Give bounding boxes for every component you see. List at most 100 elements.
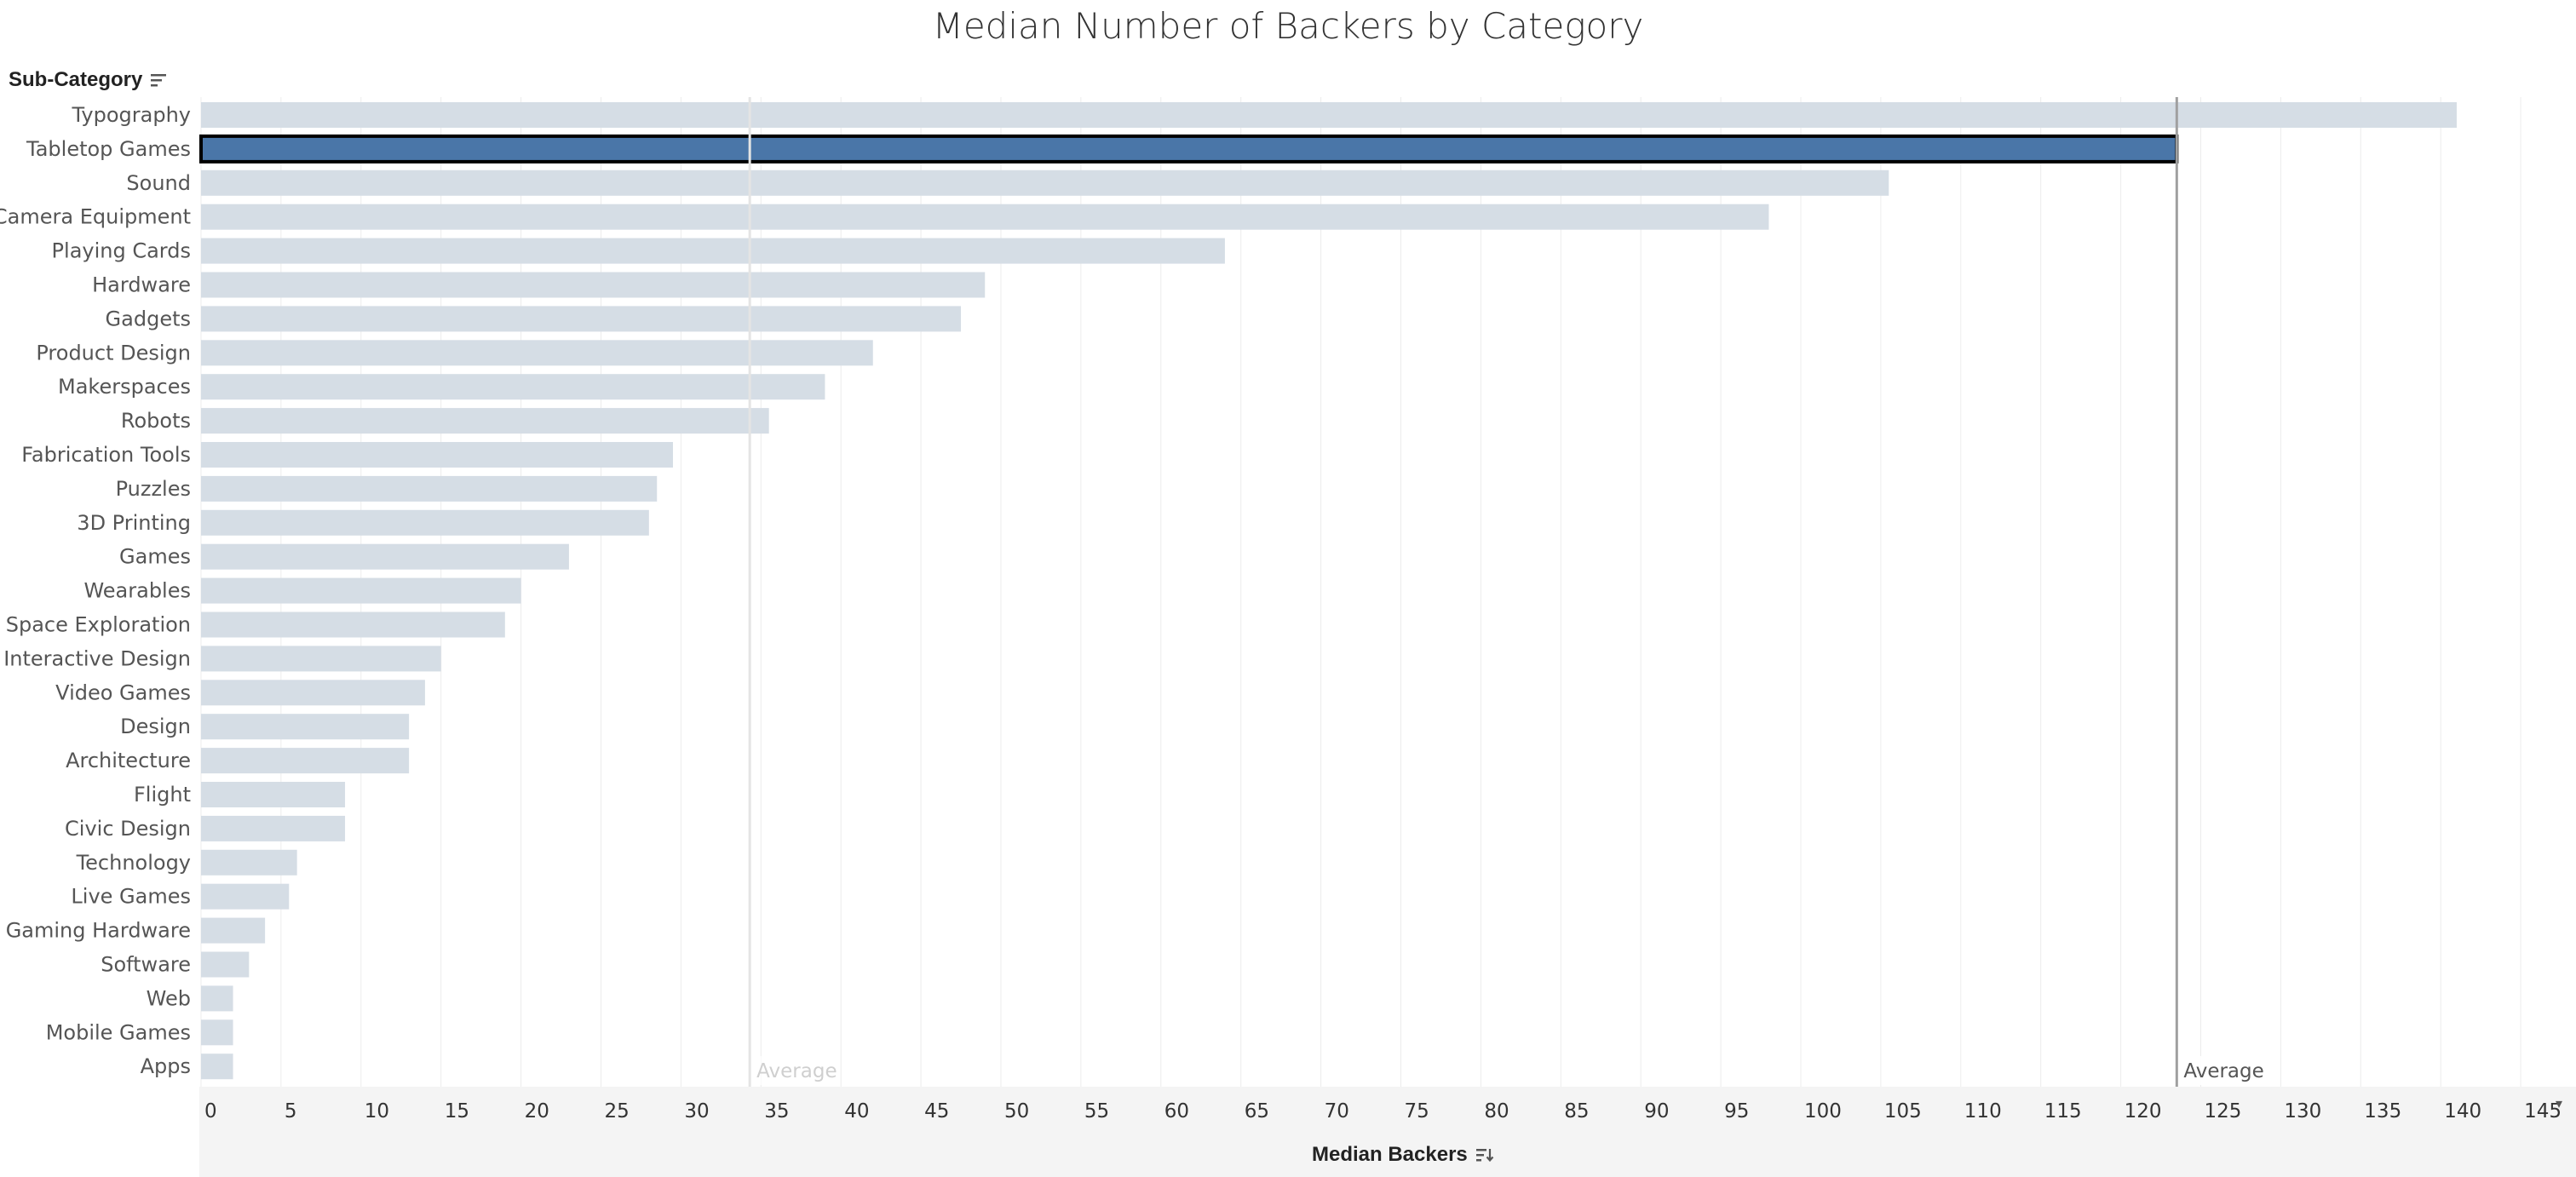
bar[interactable] xyxy=(201,475,658,502)
bar[interactable] xyxy=(201,849,297,876)
bar[interactable] xyxy=(199,134,2179,164)
axis-footer xyxy=(199,1087,2576,1177)
bar[interactable] xyxy=(201,543,569,570)
x-tick-label: 75 xyxy=(1405,1100,1429,1122)
category-label: Makerspaces xyxy=(58,375,191,399)
bar[interactable] xyxy=(201,646,441,672)
bar[interactable] xyxy=(201,272,986,298)
x-tick-label: 145 xyxy=(2524,1100,2562,1122)
x-axis-title[interactable]: Median Backers xyxy=(1312,1143,1495,1167)
x-tick-label: 10 xyxy=(365,1100,389,1122)
bar[interactable] xyxy=(201,611,505,638)
x-tick-label: 65 xyxy=(1245,1100,1269,1122)
category-label: Tabletop Games xyxy=(26,137,191,161)
bar[interactable] xyxy=(201,883,290,910)
bar[interactable] xyxy=(201,815,346,841)
bar[interactable] xyxy=(201,340,873,366)
category-label: Wearables xyxy=(83,579,191,603)
category-label: Software xyxy=(101,953,191,977)
category-label: Typography xyxy=(72,103,192,127)
bar[interactable] xyxy=(201,985,233,1012)
category-label: Web xyxy=(147,986,191,1010)
reference-label-bg xyxy=(751,1056,837,1085)
bar[interactable] xyxy=(201,748,410,774)
bar[interactable] xyxy=(201,169,1889,196)
x-tick-label: 5 xyxy=(285,1100,297,1122)
category-label: Mobile Games xyxy=(46,1020,191,1044)
x-tick-label: 120 xyxy=(2125,1100,2162,1122)
x-tick-label: 40 xyxy=(844,1100,869,1122)
bar[interactable] xyxy=(201,951,250,978)
x-tick-label: 70 xyxy=(1325,1100,1349,1122)
x-tick-label: 85 xyxy=(1564,1100,1589,1122)
category-label: Gaming Hardware xyxy=(6,919,191,943)
x-tick-label: 90 xyxy=(1644,1100,1669,1122)
x-tick-label: 55 xyxy=(1084,1100,1109,1122)
reference-line-label: Average xyxy=(2183,1060,2263,1082)
row-header[interactable]: Sub-Category xyxy=(9,68,168,92)
x-tick-label: 125 xyxy=(2205,1100,2242,1122)
dropdown-caret-icon[interactable]: ▾ xyxy=(2556,1097,2563,1111)
bar[interactable] xyxy=(201,374,825,400)
bar[interactable] xyxy=(201,577,521,604)
reference-label-bg xyxy=(2178,1056,2264,1085)
category-label: Sound xyxy=(126,171,191,195)
x-tick-label: 105 xyxy=(1884,1100,1922,1122)
category-label: Hardware xyxy=(92,273,191,297)
category-label: Playing Cards xyxy=(52,239,191,263)
x-tick-label: 45 xyxy=(924,1100,949,1122)
x-tick-label: 130 xyxy=(2284,1100,2321,1122)
bar[interactable] xyxy=(201,102,2457,128)
x-tick-label: 20 xyxy=(525,1100,549,1122)
bar[interactable] xyxy=(201,442,674,468)
x-tick-label: 35 xyxy=(764,1100,789,1122)
x-tick-label: 100 xyxy=(1804,1100,1842,1122)
x-tick-label: 15 xyxy=(445,1100,469,1122)
x-tick-label: 0 xyxy=(204,1100,217,1122)
bar[interactable] xyxy=(201,509,649,536)
category-label: 3D Printing xyxy=(77,511,191,535)
bar[interactable] xyxy=(201,782,346,807)
category-label: Puzzles xyxy=(116,477,191,501)
bar[interactable] xyxy=(201,1019,233,1046)
category-label: Live Games xyxy=(71,885,191,909)
bar[interactable] xyxy=(201,1054,233,1080)
category-label: Interactive Design xyxy=(3,646,191,670)
x-tick-label: 30 xyxy=(684,1100,709,1122)
sort-icon[interactable] xyxy=(149,72,168,88)
bar[interactable] xyxy=(201,238,1225,264)
category-label: Technology xyxy=(76,851,191,875)
row-header-label: Sub-Category xyxy=(9,68,143,91)
category-label: Apps xyxy=(141,1054,191,1078)
x-tick-label: 50 xyxy=(1004,1100,1029,1122)
x-tick-label: 95 xyxy=(1724,1100,1749,1122)
category-label: Space Exploration xyxy=(6,613,191,637)
bar[interactable] xyxy=(201,204,1769,230)
category-label: Fabrication Tools xyxy=(21,443,191,467)
bar[interactable] xyxy=(201,680,425,706)
category-label: Design xyxy=(120,715,191,738)
bar[interactable] xyxy=(201,714,410,740)
reference-line-label: Average xyxy=(756,1060,837,1082)
bar[interactable] xyxy=(201,306,962,332)
category-label: Games xyxy=(119,545,191,569)
category-label: Gadgets xyxy=(106,307,191,330)
sort-descending-icon[interactable] xyxy=(1475,1146,1495,1163)
category-label: Robots xyxy=(121,409,191,433)
x-tick-label: 110 xyxy=(1964,1100,2002,1122)
category-label: Flight xyxy=(134,783,191,807)
category-label: Product Design xyxy=(36,341,191,365)
category-label: Video Games xyxy=(55,680,191,704)
x-tick-label: 135 xyxy=(2364,1100,2401,1122)
category-label: Civic Design xyxy=(65,817,191,841)
category-label: Camera Equipment xyxy=(0,205,191,229)
x-tick-label: 115 xyxy=(2044,1100,2082,1122)
bar[interactable] xyxy=(201,917,266,944)
x-tick-label: 80 xyxy=(1484,1100,1509,1122)
x-tick-label: 60 xyxy=(1164,1100,1189,1122)
category-label: Architecture xyxy=(66,749,191,772)
x-tick-label: 140 xyxy=(2444,1100,2481,1122)
bar[interactable] xyxy=(201,408,769,434)
x-tick-label: 25 xyxy=(605,1100,630,1122)
